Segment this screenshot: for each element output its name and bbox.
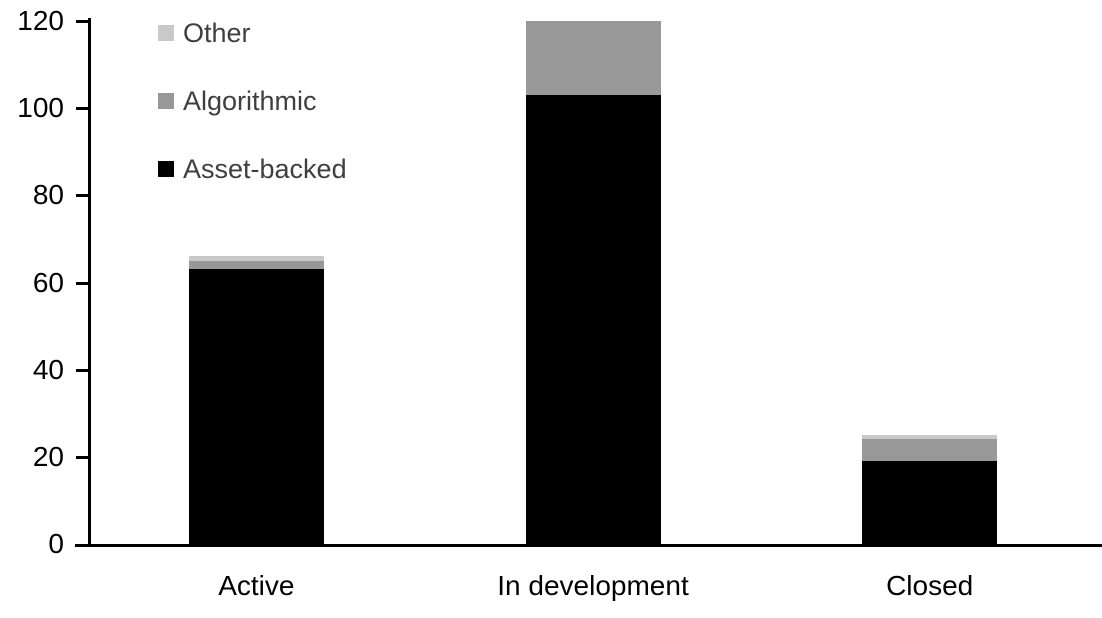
y-tick-40 <box>76 368 89 372</box>
bar-closed-algorithmic <box>862 439 998 462</box>
bar-in-development-asset-backed <box>525 95 661 544</box>
y-tick-label-40: 40 <box>32 353 64 385</box>
y-tick-60 <box>76 281 89 285</box>
legend-label: Other <box>183 17 251 48</box>
legend-item-algorithmic: Algorithmic <box>158 86 347 116</box>
y-tick-80 <box>76 194 89 198</box>
x-label-in-development: In development <box>497 570 689 601</box>
y-tick-label-0: 0 <box>48 528 64 559</box>
y-tick-100 <box>76 107 89 111</box>
bar-active-asset-backed <box>188 269 324 544</box>
legend-swatch-icon <box>158 25 174 41</box>
legend-label: Algorithmic <box>183 85 317 116</box>
legend-swatch-icon <box>158 161 174 177</box>
y-tick-20 <box>76 455 89 459</box>
bar-closed-asset-backed <box>862 461 998 544</box>
y-axis-line <box>88 18 91 547</box>
x-label-active: Active <box>218 570 295 601</box>
chart-legend: Other Algorithmic Asset-backed <box>158 18 347 222</box>
bar-active-algorithmic <box>188 260 324 270</box>
x-axis-line <box>75 544 1102 547</box>
y-tick-label-20: 20 <box>32 440 64 472</box>
legend-label: Asset-backed <box>183 153 347 184</box>
y-tick-label-120: 120 <box>17 5 64 36</box>
bar-active-other <box>188 256 324 261</box>
y-tick-label-100: 100 <box>17 92 64 124</box>
y-tick-label-60: 60 <box>32 266 64 298</box>
legend-swatch-icon <box>158 93 174 109</box>
bar-closed-other <box>862 435 998 440</box>
legend-item-other: Other <box>158 18 347 48</box>
x-label-closed: Closed <box>886 570 974 601</box>
y-tick-label-80: 80 <box>32 179 64 211</box>
bar-in-development-algorithmic <box>525 21 661 96</box>
y-tick-120 <box>76 20 89 23</box>
legend-item-asset-backed: Asset-backed <box>158 154 347 184</box>
